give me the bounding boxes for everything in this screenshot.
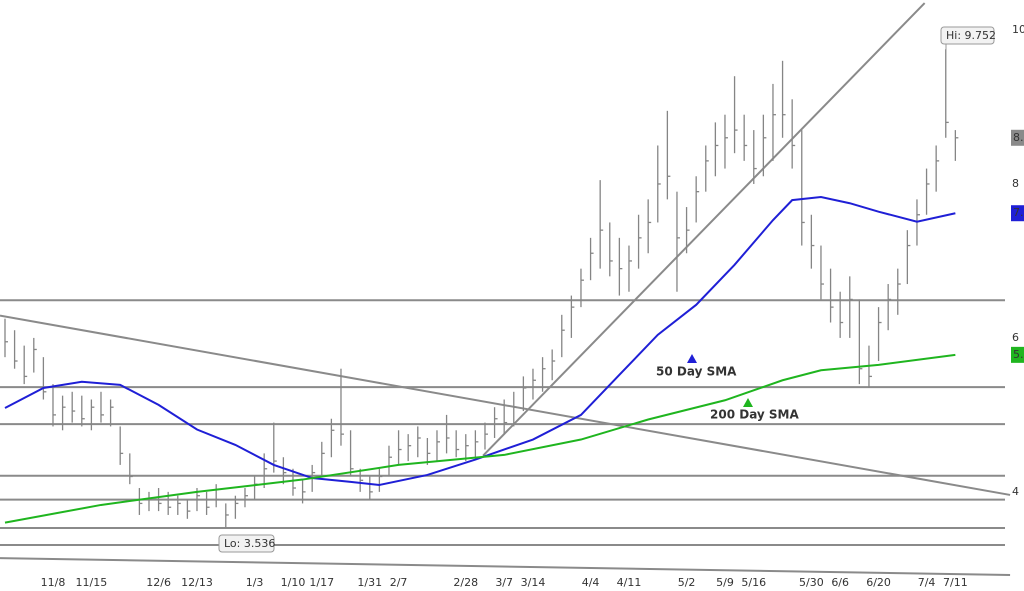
x-tick-label: 12/13 (181, 576, 213, 589)
y-tick-label: 10 (1012, 23, 1024, 36)
x-tick-label: 1/10 (281, 576, 306, 589)
x-tick-label: 6/6 (831, 576, 849, 589)
y-tick-label: 8 (1012, 177, 1019, 190)
x-tick-label: 1/3 (246, 576, 264, 589)
x-tick-label: 11/8 (41, 576, 66, 589)
x-tick-label: 5/2 (678, 576, 696, 589)
legend-marker (687, 354, 697, 363)
value-box (1011, 205, 1024, 222)
x-tick-label: 7/4 (918, 576, 936, 589)
x-tick-label: 4/4 (582, 576, 600, 589)
x-tick-label: 3/7 (495, 576, 513, 589)
x-tick-label: 2/28 (453, 576, 478, 589)
x-tick-label: 12/6 (146, 576, 171, 589)
y-tick-label: 4 (1012, 485, 1019, 498)
lo-box (218, 534, 275, 553)
x-tick-label: 5/30 (799, 576, 824, 589)
hi-box (940, 26, 995, 45)
x-tick-label: 3/14 (521, 576, 546, 589)
trend-line (482, 2, 926, 457)
x-tick-label: 1/31 (357, 576, 382, 589)
trend-line (0, 314, 1011, 496)
legend-label: 50 Day SMA (656, 365, 737, 379)
trend-line (0, 557, 1011, 576)
legend-label: 200 Day SMA (710, 408, 800, 422)
x-tick-label: 7/11 (943, 576, 968, 589)
sma-line (4, 353, 956, 524)
sma-line (4, 196, 956, 486)
x-tick-label: 2/7 (390, 576, 408, 589)
value-box (1011, 346, 1024, 363)
y-tick-label: 6 (1012, 331, 1019, 344)
x-tick-label: 11/15 (76, 576, 108, 589)
x-tick-label: 5/16 (741, 576, 766, 589)
value-label: 5.7 (1013, 348, 1024, 361)
legend-marker (743, 398, 753, 407)
value-label: 8.6 (1013, 131, 1024, 144)
value-box (1011, 129, 1024, 146)
x-tick-label: 4/11 (617, 576, 642, 589)
hi-annotation: Hi: 9.752 (946, 29, 996, 42)
x-tick-label: 5/9 (716, 576, 734, 589)
x-tick-label: 6/20 (866, 576, 891, 589)
lo-annotation: Lo: 3.536 (224, 537, 275, 550)
x-tick-label: 1/17 (309, 576, 334, 589)
value-label: 7.6 (1013, 206, 1024, 219)
